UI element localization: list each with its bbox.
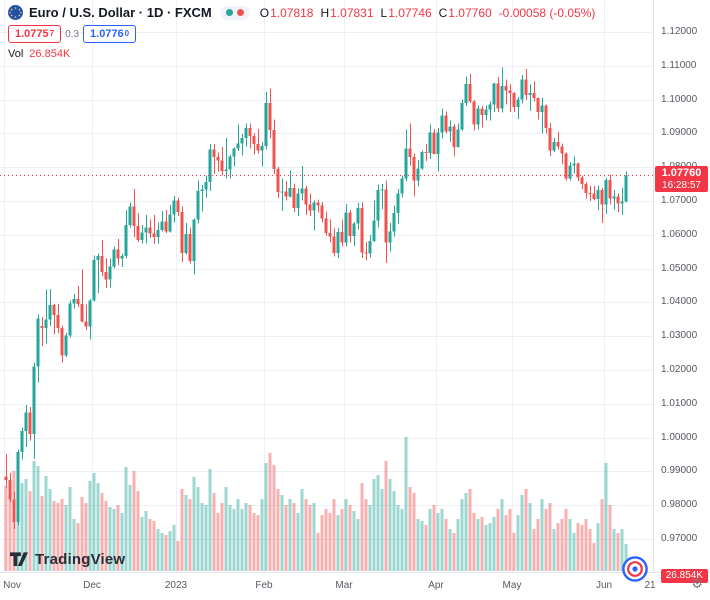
- price-tick-label: 1.12000: [661, 26, 698, 37]
- price-tick-label: 1.11000: [661, 59, 697, 71]
- up-color-dot-icon: [225, 9, 233, 16]
- time-axis[interactable]: Nov Dec 2023 Feb Mar Apr May Jun 21: [0, 572, 710, 600]
- buy-button[interactable]: 1.0776 0: [83, 25, 137, 43]
- ohlc-values: O1.07818 H1.07831 L1.07746 C1.07760: [259, 5, 492, 20]
- time-tick-label: Nov: [3, 580, 21, 591]
- time-tick-label: May: [502, 580, 522, 591]
- legend-row-main: Euro / U.S. Dollar · 1D · FXCM O1.07818 …: [8, 5, 595, 20]
- time-tick-label: Dec: [83, 580, 101, 591]
- price-tick-label: 1.04000: [661, 296, 698, 308]
- time-tick-label: 2023: [164, 580, 188, 591]
- price-tick-label: 1.10000: [661, 93, 698, 105]
- bar-countdown: 16:28:57: [662, 180, 701, 192]
- price-tick-label: 1.03000: [661, 330, 698, 342]
- symbol-title[interactable]: Euro / U.S. Dollar · 1D · FXCM: [29, 5, 212, 20]
- time-axis-settings-gear-icon[interactable]: ⚙: [691, 577, 703, 592]
- bid-ask-row: 1.0775 7 0.3 1.0776 0: [8, 25, 595, 43]
- price-tick-label: 0.98000: [661, 499, 698, 511]
- instrument-logo-icon: [8, 5, 23, 20]
- series-visibility-toggle[interactable]: [219, 5, 250, 20]
- spread-value: 0.3: [65, 28, 80, 40]
- change-value: -0.00058 (-0.05%): [498, 5, 596, 20]
- price-tick-label: 1.06000: [661, 228, 698, 240]
- time-tick-label: Jun: [595, 580, 613, 591]
- price-tick-label: 1.07000: [661, 195, 698, 206]
- sell-button[interactable]: 1.0775 7: [8, 25, 62, 43]
- time-tick-label: Mar: [335, 580, 353, 591]
- last-price-tag: 1.07760 16:28:57: [655, 166, 708, 193]
- price-tick-label: 0.99000: [661, 465, 698, 477]
- time-tick-label: Apr: [428, 580, 444, 591]
- tradingview-brand-text: TradingView: [35, 551, 126, 568]
- time-tick-label: Feb: [255, 580, 273, 591]
- price-tick-label: 1.01000: [661, 397, 698, 409]
- price-tick-label: 1.05000: [661, 262, 698, 274]
- down-color-dot-icon: [236, 9, 244, 16]
- tradingview-mark-icon: [10, 552, 29, 567]
- price-tick-label: 1.09000: [661, 127, 698, 139]
- volume-label[interactable]: Vol: [8, 48, 24, 60]
- last-price-value: 1.07760: [661, 167, 702, 180]
- time-tick-label: 21: [644, 580, 656, 591]
- price-tick-label: 0.97000: [661, 533, 698, 544]
- price-tick-label: 1.02000: [661, 364, 698, 375]
- price-axis[interactable]: 1.07760 16:28:57 1.12000 1.11000 1.10000 1.…: [653, 0, 710, 573]
- volume-value: 26.854K: [29, 48, 71, 60]
- tradingview-logo[interactable]: TradingView: [10, 551, 125, 568]
- chart-legend: Euro / U.S. Dollar · 1D · FXCM O1.07818 …: [8, 5, 595, 60]
- price-tick-label: 1.00000: [661, 431, 698, 443]
- volume-row: Vol 26.854K: [8, 48, 595, 60]
- volume-axis-badge: 26.854K: [660, 569, 708, 583]
- data-provider-logo[interactable]: [622, 556, 648, 582]
